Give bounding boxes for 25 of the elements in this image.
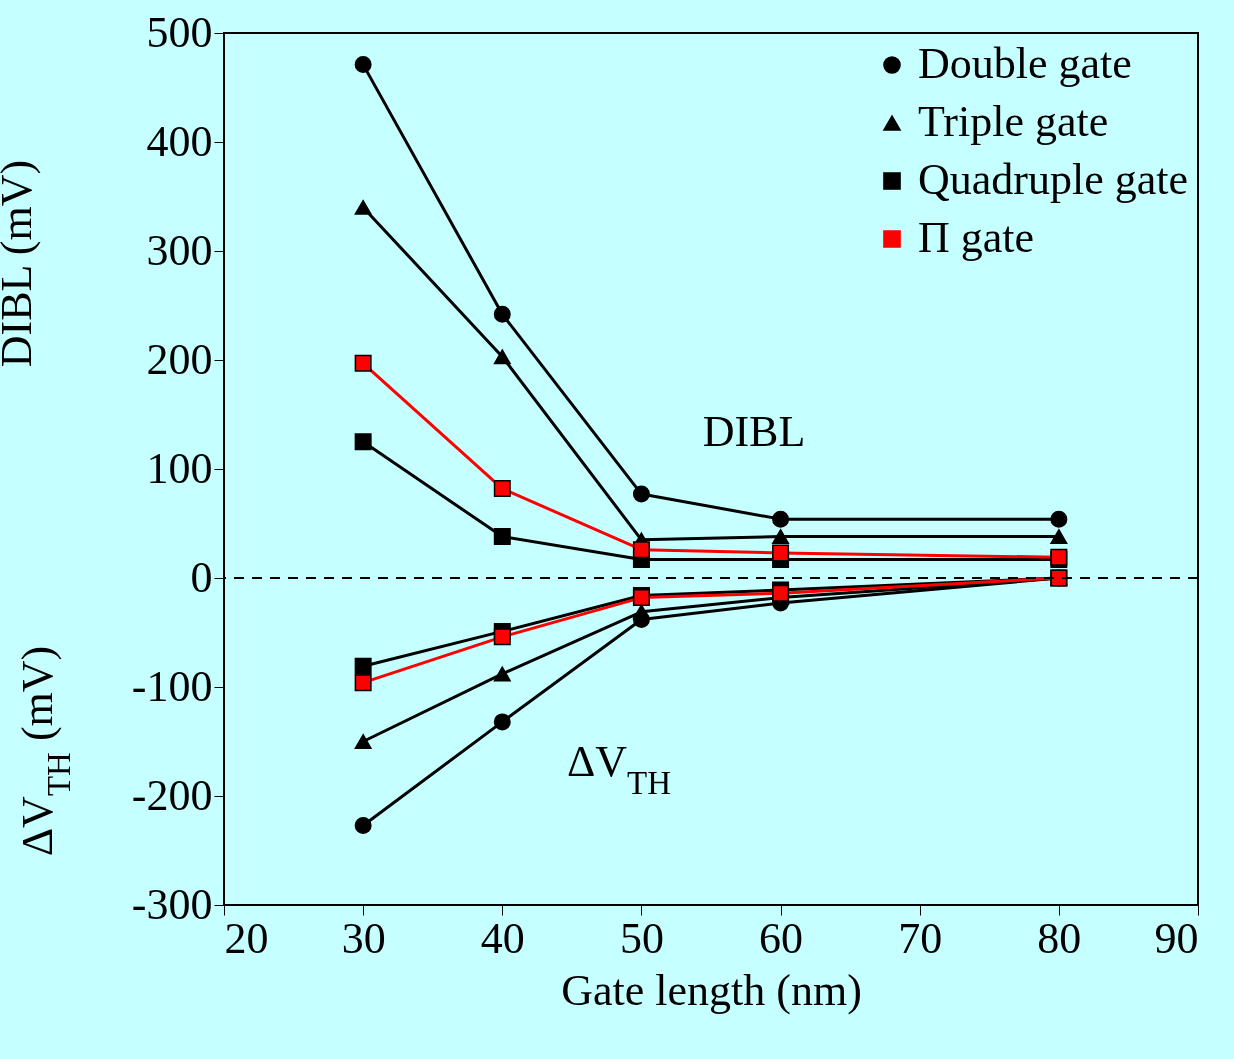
x-tick-label: 40	[480, 913, 525, 963]
x-tick-label: 80	[1037, 913, 1082, 963]
y-tick-label: 500	[146, 7, 213, 57]
x-tick-label: 30	[341, 913, 386, 963]
y-axis-title: DIBL (mV)	[0, 159, 41, 368]
x-tick-label: 90	[1154, 913, 1199, 963]
y-tick-label: 200	[146, 334, 213, 384]
y-tick-label: -200	[131, 770, 213, 820]
x-tick-label: 70	[898, 913, 943, 963]
x-axis-title: Gate length (nm)	[561, 965, 862, 1015]
legend-label: Π gate	[918, 213, 1035, 262]
y-tick-label: 400	[146, 116, 213, 166]
y-tick-label: 300	[146, 225, 213, 275]
y-tick-label: 0	[190, 552, 213, 602]
legend-label: Quadruple gate	[918, 155, 1188, 204]
legend-label: Triple gate	[918, 97, 1109, 146]
x-tick-label: 60	[759, 913, 804, 963]
annotation: DIBL	[702, 407, 806, 456]
x-tick-label: 50	[619, 913, 664, 963]
annotation: ΔV$_{TH}$	[566, 737, 672, 801]
x-tick-label: 20	[224, 913, 269, 963]
y-tick-label: -100	[131, 661, 213, 711]
legend-label: Double gate	[918, 39, 1132, 88]
y-tick-label: -300	[131, 879, 213, 929]
y-tick-label: 100	[146, 443, 213, 493]
